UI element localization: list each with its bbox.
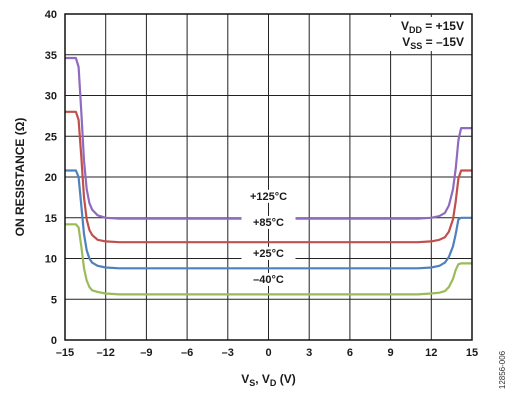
condition-line: VDD = +15V	[401, 19, 464, 35]
text-part: = +15V	[422, 19, 464, 33]
text-part: V	[241, 372, 249, 386]
x-tick-label: –12	[97, 347, 115, 359]
tick-labels: –15 –12 –9 –6 –3 0 3 6 9 12 15 0 5 10 15 20 25 30 35 40	[45, 9, 478, 359]
x-tick-label: 9	[388, 347, 394, 359]
x-tick-label: 12	[425, 347, 437, 359]
text-part: , V	[255, 372, 270, 386]
x-tick-label: 15	[466, 347, 478, 359]
series-annotation: +85°C	[253, 217, 284, 229]
y-tick-label: 30	[45, 91, 57, 103]
y-tick-label: 35	[45, 50, 57, 62]
x-tick-label: –6	[181, 347, 193, 359]
series-annotations: +125°C +85°C +25°C –40°C	[241, 189, 296, 286]
text-part: V	[402, 35, 410, 49]
subscript: SS	[410, 41, 422, 51]
annotation-bg	[241, 189, 296, 203]
text-part: = –15V	[422, 35, 464, 49]
x-tick-label: –15	[56, 347, 74, 359]
plot-frame	[64, 13, 473, 341]
y-tick-label: 25	[45, 131, 57, 143]
series-line	[65, 223, 472, 296]
y-tick-label: 20	[45, 172, 57, 184]
annotation-bg	[241, 272, 296, 286]
series-annotation: +125°C	[250, 191, 287, 203]
figure-id: 12856-006	[498, 350, 507, 389]
x-tick-label: 6	[347, 347, 353, 359]
subscript: DD	[409, 25, 422, 35]
x-tick-label: –3	[222, 347, 234, 359]
annotation-bg	[241, 246, 296, 260]
chart-series	[65, 56, 472, 296]
series-annotation: +25°C	[253, 248, 284, 260]
y-tick-label: 10	[45, 254, 57, 266]
x-axis-title: VS, VD (V)	[241, 372, 296, 388]
x-tick-label: 3	[306, 347, 312, 359]
y-axis-title: ON RESISTANCE (Ω)	[13, 118, 27, 237]
y-tick-label: 15	[45, 213, 57, 225]
series-annotation: –40°C	[253, 274, 284, 286]
x-tick-label: 0	[265, 347, 271, 359]
condition-line: VSS = –15V	[402, 35, 464, 51]
x-tick-label: –9	[140, 347, 152, 359]
subscript: D	[270, 378, 277, 388]
conditions-bg	[382, 17, 468, 51]
annotation-bg	[241, 215, 296, 229]
text-part: V	[401, 19, 409, 33]
subscript: S	[249, 378, 255, 388]
text-part: (V)	[276, 372, 295, 386]
y-tick-label: 5	[51, 294, 57, 306]
chart-grid	[64, 13, 473, 341]
series-line	[65, 169, 472, 270]
series-line	[65, 56, 472, 220]
series-line	[65, 110, 472, 244]
y-tick-label: 0	[51, 335, 57, 347]
y-tick-label: 40	[45, 9, 57, 21]
